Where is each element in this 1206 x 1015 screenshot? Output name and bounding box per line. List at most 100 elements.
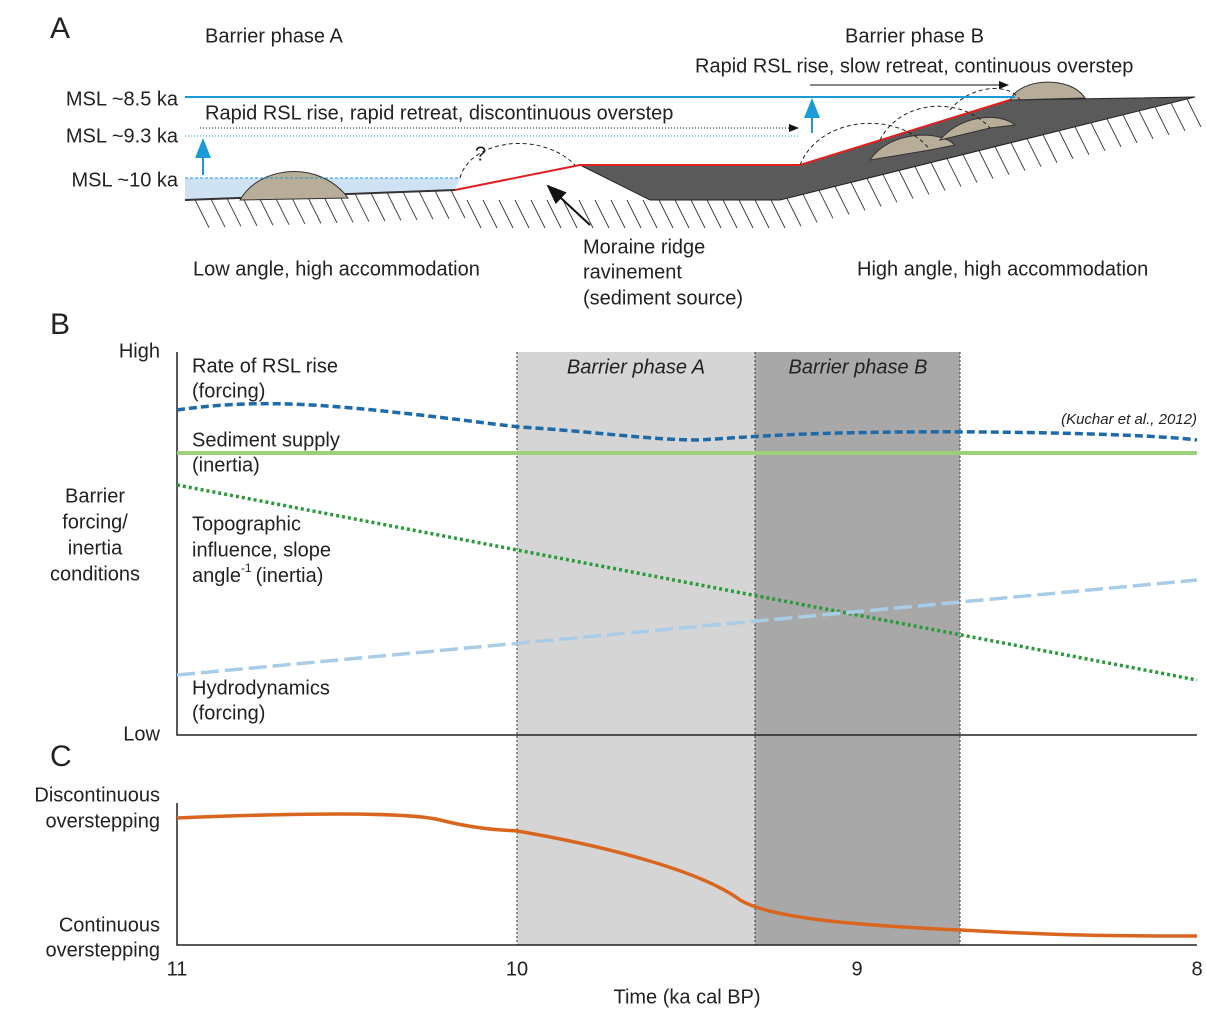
label: Rapid RSL rise, slow retreat, continuous… [695,55,1133,77]
hatch-line [243,198,257,226]
hatch-line [707,200,721,228]
hatch-line [531,200,545,228]
superscript: -1 [241,561,252,575]
hatch-line [819,190,833,218]
label: MSL ~8.5 ka [66,88,179,110]
hatch-line [899,170,913,198]
hatch-line [1171,103,1185,131]
label: (forcing) [192,380,265,402]
hatch-line [467,200,481,228]
x-tick-label: 11 [167,958,188,980]
label: (forcing) [192,702,265,724]
label: ? [475,143,486,165]
hatch-line [451,190,465,218]
label: Discontinuous [34,784,160,806]
label: ravinement [583,261,682,283]
hatch-line [1027,139,1041,167]
label: (inertia) [256,565,324,587]
hatch-line [995,147,1009,175]
barrier [1010,82,1085,100]
barrier [240,172,348,200]
hatch-line [691,200,705,228]
label: Low angle, high accommodation [193,258,480,280]
label: Barrier phase B [845,25,984,47]
hatch-line [307,195,321,223]
panel-label: B [50,308,70,341]
arrow [548,186,590,225]
hatch-line [371,193,385,221]
x-tick-label: 8 [1191,958,1202,980]
hatch-line [643,200,657,228]
label: Moraine ridge [583,236,705,258]
phase-shading [755,352,960,945]
axis-title: Time (ka cal BP) [613,986,760,1008]
label: Barrier phase A [567,356,705,378]
axis-title: forcing/ [62,511,128,533]
hatch-line [275,197,289,225]
hatch-line [211,199,225,227]
hatch-line [595,200,609,228]
hatch-line [1123,115,1137,143]
label: (sediment source) [583,287,743,309]
hatch-line [355,194,369,222]
hatch-line [803,194,817,222]
panel-label: A [50,12,70,45]
label: Barrier phase B [789,356,928,378]
hatch-line [579,200,593,228]
hatch-line [387,193,401,221]
figure: A Barrier phase A Barrier phase B Rapid … [0,0,1206,1015]
hatch-line [755,200,769,228]
hatch-line [1091,123,1105,151]
hatch-line [435,191,449,219]
x-tick-label: 10 [506,958,528,980]
label: angle-1 (inertia) [192,561,323,587]
hatch-line [547,200,561,228]
hatch-line [419,191,433,219]
label: MSL ~9.3 ka [66,125,179,147]
axis-title: conditions [50,563,140,585]
hatch-line [323,195,337,223]
hatch-line [1043,135,1057,163]
label: Continuous [59,914,160,936]
label: influence, slope [192,539,331,561]
hatch-line [851,182,865,210]
hatch-line [483,200,497,228]
hatch-line [835,186,849,214]
hatch-line [883,174,897,202]
label: High angle, high accommodation [857,258,1148,280]
label: High [119,340,160,362]
hatch-line [723,200,737,228]
label: angle [192,565,241,587]
label: overstepping [45,939,160,961]
hatch-line [867,178,881,206]
hatch-line [1059,131,1073,159]
hatch-line [227,198,241,226]
hatch-line [627,200,641,228]
hatch-line [1187,99,1201,127]
x-tick-label: 9 [851,958,862,980]
hatch-line [915,166,929,194]
label: Hydrodynamics [192,677,330,699]
hatch-line [771,200,785,228]
label: overstepping [45,810,160,832]
label: Rapid RSL rise, rapid retreat, discontin… [205,102,673,124]
axis-title: Barrier [65,485,125,507]
panel-label: C [50,740,72,773]
hatch-line [1155,107,1169,135]
label: Sediment supply [192,429,340,451]
hatch-line [1107,119,1121,147]
hatch-line [979,151,993,179]
hatch-line [499,200,513,228]
hatch-line [259,197,273,225]
label: MSL ~10 ka [71,169,178,191]
hatch-line [515,200,529,228]
hatch-line [403,192,417,220]
hatch-line [611,200,625,228]
axis-title: inertia [68,537,123,559]
hatch-line [563,200,577,228]
label: Rate of RSL rise [192,355,338,377]
hatch-line [1075,127,1089,155]
hatch-line [675,200,689,228]
hatch-line [739,200,753,228]
hatch-line [291,196,305,224]
